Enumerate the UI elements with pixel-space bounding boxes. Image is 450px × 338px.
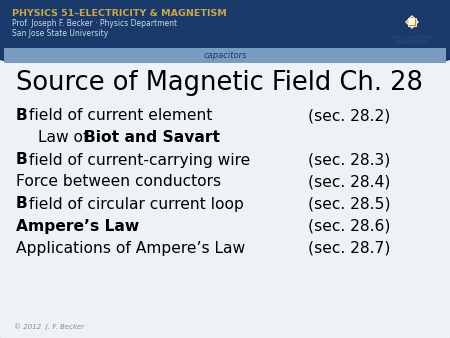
Text: Force between conductors: Force between conductors [16,174,221,190]
Text: capacitors: capacitors [203,51,247,61]
Polygon shape [406,16,418,28]
Text: Prof. Joseph F. Becker · Physics Department: Prof. Joseph F. Becker · Physics Departm… [12,20,177,28]
Text: Applications of Ampere’s Law: Applications of Ampere’s Law [16,241,245,256]
Text: (sec. 28.5): (sec. 28.5) [308,196,391,212]
Text: San Jose State University: San Jose State University [12,28,108,38]
Text: UNIVERSITY: UNIVERSITY [396,40,428,45]
Text: (sec. 28.4): (sec. 28.4) [308,174,391,190]
Text: (sec. 28.7): (sec. 28.7) [308,241,391,256]
Bar [409,19,415,25]
Text: Source of Magnetic Field Ch. 28: Source of Magnetic Field Ch. 28 [16,70,423,96]
Text: (sec. 28.2): (sec. 28.2) [308,108,390,123]
Text: B: B [16,108,28,123]
Polygon shape [408,18,416,26]
FancyBboxPatch shape [0,0,450,61]
Text: B: B [16,152,28,168]
Text: field of circular current loop: field of circular current loop [24,196,244,212]
Text: field of current-carrying wire: field of current-carrying wire [24,152,251,168]
Text: B: B [16,196,28,212]
Text: PHYSICS 51–ELECTRICITY & MAGNETISM: PHYSICS 51–ELECTRICITY & MAGNETISM [12,8,227,18]
Text: San José State: San José State [392,34,432,40]
Text: Ampere’s Law: Ampere’s Law [16,218,139,234]
Bar [4,48,446,63]
Text: Law of: Law of [38,130,94,145]
Text: Biot and Savart: Biot and Savart [84,130,220,145]
Bar [4,35,446,55]
Polygon shape [406,16,418,28]
Polygon shape [408,18,416,26]
Text: (sec. 28.6): (sec. 28.6) [308,218,391,234]
Text: field of current element: field of current element [24,108,213,123]
Text: (sec. 28.3): (sec. 28.3) [308,152,390,168]
Text: © 2012  J. F. Becker: © 2012 J. F. Becker [14,324,84,330]
